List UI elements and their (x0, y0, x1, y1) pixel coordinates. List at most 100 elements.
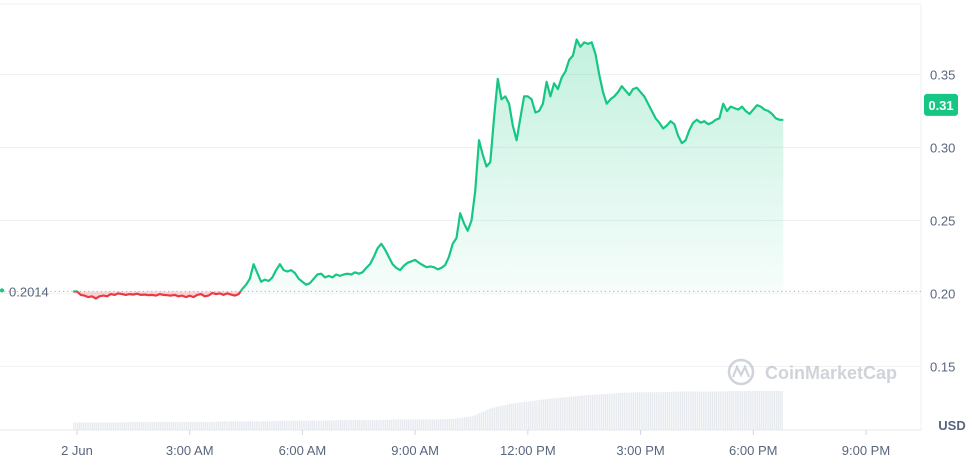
volume-bar (221, 421, 223, 430)
volume-bar (775, 390, 778, 430)
volume-bar (443, 419, 445, 430)
volume-bar (691, 391, 693, 430)
volume-bar (633, 392, 635, 430)
volume-bar (557, 397, 560, 430)
volume-bar (343, 420, 346, 430)
volume-bar (766, 390, 768, 430)
area-fill-down (73, 291, 784, 299)
volume-bar (375, 420, 377, 430)
coinmarketcap-logo-mark-icon (731, 364, 751, 378)
volume-bar (762, 390, 764, 430)
volume-bar (597, 394, 599, 430)
volume-bar (381, 419, 383, 430)
volume-bar (415, 419, 417, 430)
volume-bar (125, 422, 128, 430)
volume-bar (738, 390, 740, 430)
volume-bar (741, 390, 744, 430)
volume-bar (276, 420, 278, 430)
volume-bar (210, 421, 212, 430)
volume-bar (428, 419, 430, 430)
volume-bar (133, 421, 135, 430)
volume-bar (185, 421, 188, 430)
volume-bar (144, 421, 146, 430)
volume-bar (199, 421, 201, 430)
volume-bar (745, 390, 748, 430)
volume-bar (554, 398, 556, 430)
volume-bar (174, 421, 176, 430)
volume-bar (216, 421, 218, 430)
volume-bar (334, 420, 336, 430)
volume-bar (454, 418, 456, 430)
volume-bar (223, 421, 225, 430)
volume-bar (191, 421, 193, 430)
volume-bar (274, 421, 276, 430)
volume-bar (460, 417, 462, 430)
volume-bar (332, 420, 334, 430)
volume-bar (317, 420, 319, 430)
volume-bar (556, 398, 558, 430)
volume-bar (599, 394, 601, 430)
volume-bar (612, 393, 614, 430)
volume-bar (749, 390, 751, 430)
volume-bar (364, 420, 366, 430)
volume-bar (527, 401, 530, 430)
volume-bar (99, 422, 101, 430)
volume-bar (253, 421, 255, 430)
volume-bar (358, 420, 361, 430)
volume-bar (148, 421, 150, 430)
volume-bar (127, 422, 130, 430)
volume-bar (311, 420, 314, 430)
volume-bar (439, 419, 441, 430)
volume-bar (103, 422, 105, 430)
volume-bar (567, 396, 569, 430)
volume-bar (781, 390, 783, 430)
volume-bar (584, 395, 586, 430)
volume-bar (238, 421, 240, 430)
y-tick-label: 0.20 (930, 286, 955, 301)
volume-bar (544, 399, 547, 430)
volume-bar (262, 421, 265, 430)
volume-bar (324, 420, 327, 430)
volume-bar (657, 392, 659, 430)
volume-bar (326, 420, 329, 430)
volume-bar (706, 391, 708, 430)
volume-bar (501, 405, 503, 430)
volume-bar (614, 393, 616, 430)
volume-bar (165, 421, 167, 430)
volume-bar (386, 419, 389, 430)
volume-bar (747, 390, 749, 430)
currency-unit-label: USD (938, 418, 965, 433)
volume-bar (281, 420, 284, 430)
volume-bar (339, 420, 342, 430)
volume-bar (247, 421, 250, 430)
volume-bar (619, 392, 622, 430)
x-axis: 2 Jun 3:00 AM 6:00 AM 9:00 AM 12:00 PM 3:00 P… (0, 429, 921, 458)
volume-bar (644, 392, 646, 430)
volume-bar (591, 394, 594, 430)
volume-bar (576, 396, 578, 430)
volume-bar (608, 393, 610, 430)
volume-bar (169, 421, 171, 430)
volume-bar (779, 390, 781, 430)
volume-bar (488, 409, 490, 430)
volume-bar (572, 396, 575, 430)
volume-bar (97, 422, 99, 430)
volume-bar (721, 391, 723, 430)
volume-bar (574, 396, 577, 430)
volume-bar (379, 420, 381, 430)
volume-bar (362, 420, 364, 430)
volume-bar (548, 398, 550, 430)
volume-bar (740, 390, 742, 430)
volume-bar (80, 422, 83, 430)
volume-bar (475, 414, 477, 430)
volume-bars (73, 390, 783, 430)
volume-bar (559, 397, 562, 430)
volume-bar (450, 418, 453, 430)
volume-bar (420, 419, 423, 430)
volume-bar (542, 399, 545, 430)
volume-bar (516, 402, 518, 430)
volume-bar (634, 392, 637, 430)
volume-bar (257, 421, 259, 430)
volume-bar (401, 419, 404, 430)
x-tick-label: 3:00 PM (616, 443, 664, 458)
